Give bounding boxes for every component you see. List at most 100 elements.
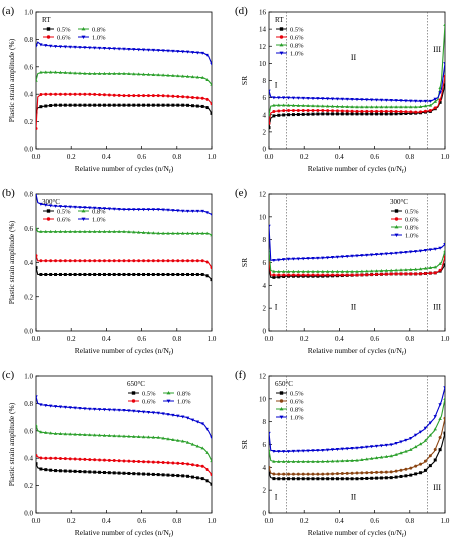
legend-swatch-marker [81, 26, 86, 31]
series-point-3 [277, 258, 281, 262]
series-point-3 [156, 49, 160, 53]
series-point-1 [156, 259, 160, 263]
series-point-3 [190, 418, 195, 422]
x-tick-label: 0.6 [370, 517, 379, 525]
legend-title: 650°C [275, 380, 293, 388]
series-point-1 [98, 259, 102, 263]
series-point-0 [171, 272, 175, 276]
series-point-0 [379, 476, 383, 480]
series-point-3 [83, 206, 87, 210]
series-point-3 [171, 209, 175, 213]
series-point-2 [185, 74, 190, 78]
series-point-3 [365, 253, 369, 257]
series-point-1 [39, 259, 43, 263]
x-axis-label: Relative number of cycles (n/Nf) [308, 346, 407, 357]
x-tick-label: 0.8 [405, 517, 414, 525]
series-point-3 [92, 407, 97, 411]
series-point-3 [176, 50, 180, 54]
x-tick-label: 0.4 [335, 153, 344, 161]
legend-swatch-marker [81, 35, 86, 40]
series-point-0 [58, 272, 62, 276]
legend-title: RT [275, 16, 284, 24]
series-point-0 [186, 272, 190, 276]
series-point-1 [296, 273, 300, 277]
series-point-2 [44, 229, 48, 233]
series-point-2 [272, 459, 276, 463]
series-point-1 [389, 272, 393, 276]
series-point-1 [272, 273, 276, 277]
series-point-0 [190, 272, 194, 276]
legend-swatch-marker [81, 217, 86, 222]
x-tick-label: 0.0 [265, 153, 274, 161]
series-point-0 [156, 473, 160, 477]
series-point-3 [36, 395, 38, 399]
series-point-0 [73, 103, 77, 107]
x-tick-label: 0.6 [137, 517, 146, 525]
series-point-1 [384, 470, 388, 474]
series-point-2 [63, 432, 68, 436]
series-point-1 [58, 92, 62, 96]
series-point-2 [428, 103, 433, 107]
legend-label: 0.5% [57, 209, 71, 216]
series-point-3 [136, 410, 141, 414]
series-point-1 [326, 273, 330, 277]
series-point-1 [433, 447, 437, 451]
series-point-2 [389, 105, 393, 109]
legend: RT 0.5% 0.8% 0.6% 1.0% [42, 16, 106, 42]
series-point-0 [107, 471, 111, 475]
series-point-1 [287, 108, 291, 112]
series-point-2 [146, 231, 151, 235]
series-point-2 [132, 72, 136, 76]
x-tick-label: 0.8 [405, 153, 414, 161]
series-point-3 [428, 99, 433, 103]
series-point-3 [171, 413, 175, 417]
y-tick-label: 0.6 [24, 225, 33, 233]
series-point-1 [181, 462, 185, 466]
y-tick-label: 0.6 [24, 427, 33, 435]
series-point-0 [291, 477, 295, 481]
series-point-2 [88, 433, 92, 437]
series-point-0 [166, 473, 170, 477]
series-point-3 [399, 251, 403, 255]
series-point-3 [374, 98, 379, 102]
series-point-2 [136, 72, 141, 76]
series-point-1 [171, 94, 175, 98]
series-point-1 [443, 416, 445, 420]
series-point-1 [296, 108, 300, 112]
series-point-2 [379, 269, 384, 273]
series-point-0 [78, 272, 82, 276]
series-point-3 [360, 446, 364, 450]
series-point-0 [161, 103, 165, 107]
series-point-2 [53, 431, 58, 435]
series-point-1 [44, 92, 48, 96]
series-point-3 [399, 440, 403, 444]
series-point-2 [205, 231, 209, 235]
series-point-1 [428, 454, 432, 458]
series-point-3 [107, 47, 112, 51]
series-point-3 [409, 99, 413, 103]
series-point-1 [321, 472, 325, 476]
series-point-3 [374, 253, 379, 257]
series-point-1 [414, 110, 418, 114]
panel-4: (c) 0.0 0.2 0.4 0.6 0.8 1.0 0.0 0.2 0.4 0.6 0.8 1.0 R… [2, 369, 217, 539]
series-point-2 [321, 269, 325, 273]
series-point-3 [281, 96, 286, 100]
series-point-0 [176, 103, 180, 107]
series-point-1 [176, 461, 180, 465]
series-point-3 [394, 99, 398, 103]
series-point-3 [413, 433, 418, 437]
series-point-0 [122, 471, 126, 475]
series-point-3 [365, 445, 369, 449]
x-axis-label: Relative number of cycles (n/Nf) [75, 346, 174, 357]
y-tick-label: 4 [263, 111, 267, 119]
x-axis-label-sub: f [402, 532, 404, 539]
series-point-0 [345, 112, 349, 116]
series-point-2 [73, 432, 77, 436]
legend-label: 0.8% [290, 407, 304, 414]
series-point-3 [355, 254, 359, 258]
series-point-2 [36, 423, 38, 427]
series-line-2 [269, 250, 445, 273]
series-point-2 [210, 459, 212, 463]
series-point-3 [384, 252, 389, 256]
series-point-2 [438, 261, 442, 265]
